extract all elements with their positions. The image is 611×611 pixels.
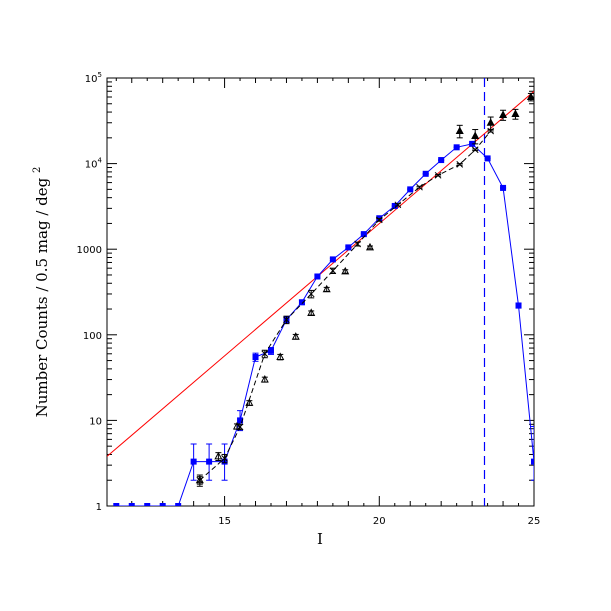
data-point-square: [469, 140, 476, 147]
data-point-square: [453, 144, 460, 151]
data-point-cross: [394, 201, 402, 209]
x-tick-label: 15: [218, 516, 231, 527]
data-point-square: [144, 503, 151, 506]
x-tick-label: 25: [528, 516, 541, 527]
data-point-square: [407, 186, 414, 193]
data-point-triangle: [526, 92, 534, 100]
y-axis-label: Number Counts / 0.5 mag / deg 2: [32, 167, 51, 418]
data-point-triangle: [499, 110, 508, 118]
data-point-square: [128, 503, 135, 506]
error-bar: [342, 269, 349, 274]
cross-stroke: [471, 146, 479, 154]
data-point-square: [237, 417, 244, 424]
data-point-square: [422, 170, 429, 177]
y-tick-label: 1: [96, 502, 102, 513]
data-point-triangle: [322, 284, 331, 293]
data-point-cross: [354, 240, 361, 248]
cross-stroke: [329, 267, 337, 275]
cross-stroke: [354, 240, 361, 248]
data-point-square: [360, 231, 367, 238]
y-tick-label-base: 1000: [77, 245, 102, 256]
y-tick-label: 105: [85, 71, 102, 85]
y-tick-label: 1000: [77, 245, 102, 256]
error-bar: [531, 425, 534, 481]
cross-stroke: [416, 183, 423, 191]
model-line: [107, 90, 534, 457]
data-point-triangle: [291, 332, 300, 340]
data-point-square: [314, 273, 321, 280]
data-point-triangle: [455, 126, 464, 135]
y-tick-label-exponent: 5: [98, 71, 102, 79]
data-point-square: [500, 184, 507, 191]
data-point-cross: [283, 316, 290, 324]
data-point-square: [531, 458, 534, 465]
cross-stroke: [283, 316, 290, 324]
data-point-cross: [307, 290, 315, 298]
data-point-square: [391, 202, 398, 209]
y-tick-label-base: 10: [85, 74, 98, 85]
x-tick-label: 20: [373, 516, 386, 527]
y-tick-label-exponent: 4: [98, 157, 103, 165]
series-line: [116, 143, 534, 506]
x-tick-labels: 15 20 25: [218, 516, 540, 527]
series-line: [199, 130, 492, 481]
cross-stroke: [261, 350, 269, 358]
data-point-triangle: [260, 374, 269, 383]
y-tick-label: 10: [89, 416, 102, 427]
data-point-square: [345, 244, 352, 251]
data-point-square: [113, 503, 120, 506]
plot-area: [107, 78, 534, 506]
data-point-square: [175, 503, 182, 506]
data-point-triangle: [195, 475, 204, 484]
y-tick-label-base: 10: [85, 160, 98, 171]
error-bar: [367, 245, 374, 250]
y-tick-label: 104: [85, 157, 103, 171]
data-point-cross: [375, 216, 383, 224]
data-point-cross: [221, 455, 228, 462]
data-point-square: [438, 157, 445, 164]
data-point-triangle: [232, 421, 241, 430]
data-point-triangle: [276, 352, 285, 361]
data-point-cross: [261, 350, 269, 358]
y-axis-label-exponent: 2: [32, 167, 43, 173]
data-point-triangle: [486, 118, 495, 126]
data-point-triangle: [471, 131, 480, 140]
cross-stroke: [434, 171, 442, 179]
y-axis-label-group: Number Counts / 0.5 mag / deg 2: [32, 167, 51, 418]
data-point-square: [515, 302, 522, 309]
data-point-triangle: [214, 451, 223, 460]
cross-stroke: [221, 455, 228, 462]
data-point-triangle: [245, 398, 254, 406]
cross-stroke: [375, 216, 383, 224]
data-point-cross: [471, 146, 479, 154]
data-point-square: [252, 354, 259, 361]
data-point-square: [298, 299, 305, 306]
data-point-square: [159, 503, 166, 506]
x-axis-label: I: [317, 530, 323, 548]
data-point-cross: [416, 183, 423, 191]
data-point-triangle: [341, 266, 350, 275]
y-tick-label-base: 10: [89, 416, 102, 427]
data-point-cross: [434, 171, 442, 179]
data-point-triangle: [307, 308, 316, 316]
data-point-triangle: [511, 109, 520, 117]
data-point-square: [190, 458, 197, 465]
data-point-cross: [456, 160, 464, 168]
cross-stroke: [394, 201, 402, 209]
y-tick-label-base: 100: [83, 331, 102, 342]
cross-stroke: [307, 290, 315, 298]
data-point-square: [329, 256, 336, 263]
data-point-cross: [329, 267, 337, 275]
y-tick-label: 100: [83, 331, 102, 342]
y-axis-label-text: Number Counts / 0.5 mag / deg: [33, 177, 51, 417]
data-point-square: [267, 347, 274, 354]
data-point-square: [484, 155, 491, 162]
data-point-triangle: [365, 242, 375, 251]
cross-stroke: [456, 160, 464, 168]
data-point-square: [206, 458, 213, 465]
plot-frame: [106, 77, 535, 507]
y-tick-label-base: 1: [96, 502, 102, 513]
